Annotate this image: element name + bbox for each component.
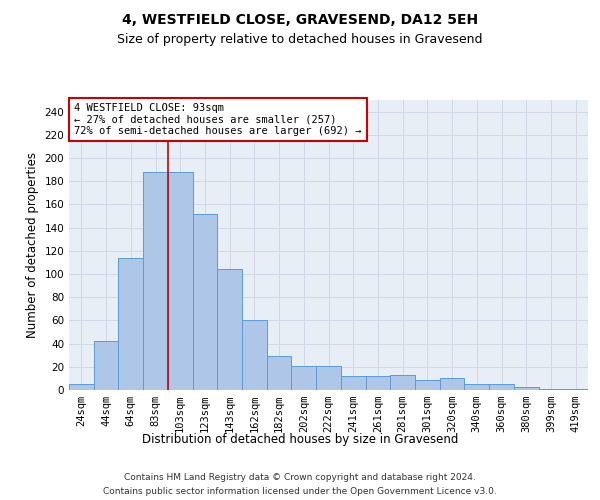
Text: 4 WESTFIELD CLOSE: 93sqm
← 27% of detached houses are smaller (257)
72% of semi-: 4 WESTFIELD CLOSE: 93sqm ← 27% of detach… bbox=[74, 103, 362, 136]
Bar bbox=[539, 389, 563, 390]
Bar bbox=[217, 270, 242, 390]
Text: Contains HM Land Registry data © Crown copyright and database right 2024.: Contains HM Land Registry data © Crown c… bbox=[124, 472, 476, 482]
Bar bbox=[94, 342, 118, 390]
Bar bbox=[489, 384, 514, 390]
Y-axis label: Number of detached properties: Number of detached properties bbox=[26, 152, 39, 338]
Bar bbox=[464, 384, 489, 390]
Text: Contains public sector information licensed under the Open Government Licence v3: Contains public sector information licen… bbox=[103, 488, 497, 496]
Text: 4, WESTFIELD CLOSE, GRAVESEND, DA12 5EH: 4, WESTFIELD CLOSE, GRAVESEND, DA12 5EH bbox=[122, 12, 478, 26]
Bar bbox=[415, 380, 440, 390]
Bar bbox=[514, 386, 539, 390]
Bar bbox=[242, 320, 267, 390]
Bar bbox=[440, 378, 464, 390]
Bar bbox=[341, 376, 365, 390]
Bar bbox=[143, 172, 168, 390]
Bar bbox=[563, 389, 588, 390]
Text: Distribution of detached houses by size in Gravesend: Distribution of detached houses by size … bbox=[142, 432, 458, 446]
Bar bbox=[168, 172, 193, 390]
Bar bbox=[118, 258, 143, 390]
Text: Size of property relative to detached houses in Gravesend: Size of property relative to detached ho… bbox=[117, 32, 483, 46]
Bar bbox=[193, 214, 217, 390]
Bar bbox=[292, 366, 316, 390]
Bar bbox=[316, 366, 341, 390]
Bar bbox=[365, 376, 390, 390]
Bar bbox=[267, 356, 292, 390]
Bar bbox=[69, 384, 94, 390]
Bar bbox=[390, 375, 415, 390]
